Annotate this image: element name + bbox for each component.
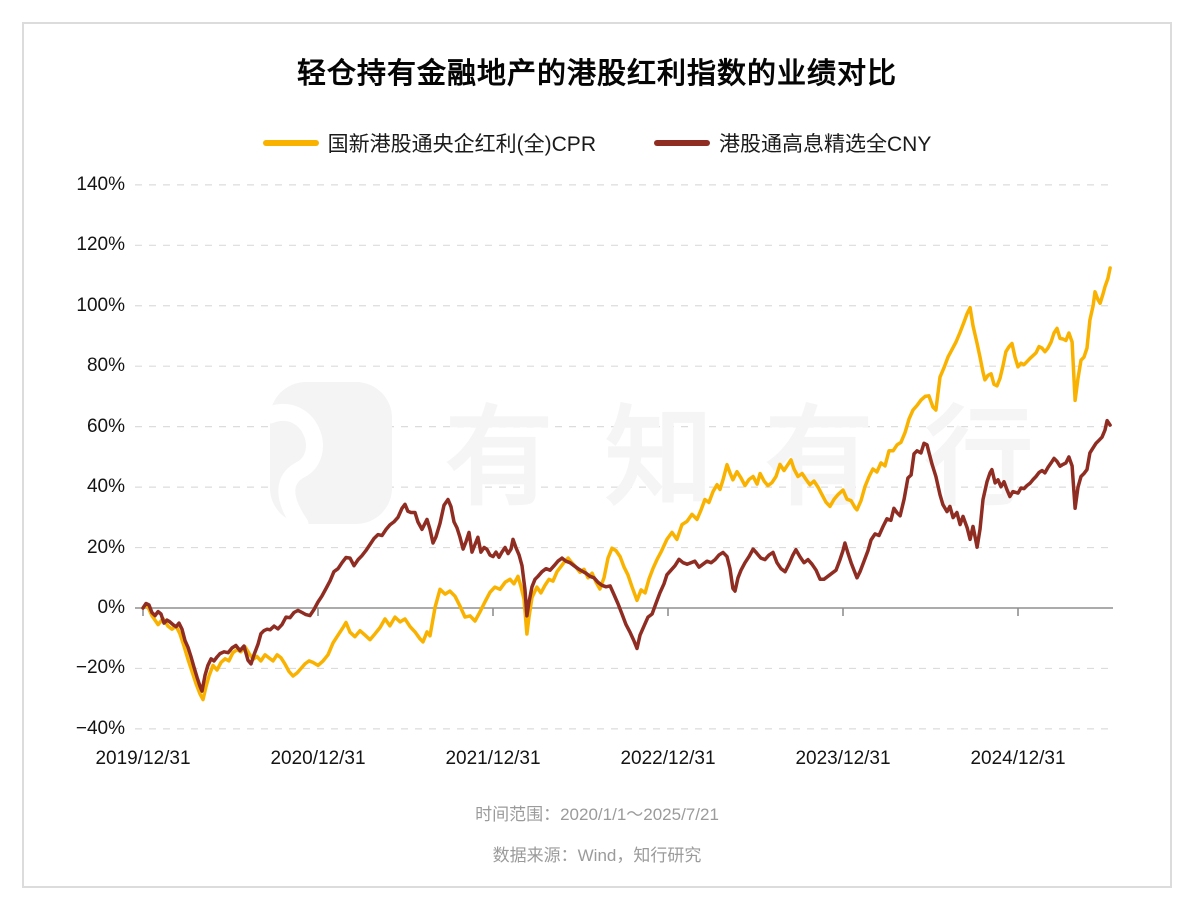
x-axis-label: 2023/12/31 — [795, 748, 891, 769]
legend-label-cpr: 国新港股通央企红利(全)CPR — [327, 133, 596, 156]
legend-swatch-yellow — [262, 140, 319, 146]
footer-data-source: 数据来源：Wind，知行研究 — [492, 846, 702, 865]
x-axis-label: 2024/12/31 — [970, 748, 1066, 769]
y-axis-label: 80% — [86, 355, 125, 377]
series-line-cny — [141, 418, 1112, 693]
y-axis-label: 60% — [86, 415, 125, 437]
y-axis-label: 120% — [76, 234, 125, 256]
x-axis-label: 2020/12/31 — [270, 748, 366, 769]
series-line-cpr — [141, 266, 1112, 702]
chart-card — [22, 22, 1172, 888]
watermark-wave-icon — [261, 404, 323, 533]
x-axis-label: 2022/12/31 — [620, 748, 716, 769]
y-axis-label: −20% — [75, 657, 125, 679]
y-axis-label: 0% — [97, 597, 125, 618]
y-axis-label: 140% — [76, 173, 125, 195]
y-axis-label: 100% — [76, 294, 125, 316]
legend-label-cny: 港股通高息精选全CNY — [718, 133, 932, 156]
legend-item-cpr: 国新港股通央企红利(全)CPR — [262, 128, 596, 158]
watermark: 有知有行 — [261, 382, 1085, 533]
x-axis-label: 2021/12/31 — [445, 748, 541, 769]
x-axis-label: 2019/12/31 — [95, 748, 191, 769]
y-axis-label: 40% — [86, 476, 125, 498]
legend: 国新港股通央企红利(全)CPR 港股通高息精选全CNY — [0, 128, 1194, 158]
y-axis-label: −40% — [75, 717, 125, 739]
watermark-text: 有知有行 — [445, 397, 1085, 518]
y-axis-label: 20% — [86, 536, 125, 558]
legend-item-cny: 港股通高息精选全CNY — [653, 128, 932, 158]
chart-title: 轻仓持有金融地产的港股红利指数的业绩对比 — [296, 58, 897, 90]
footer-time-range: 时间范围：2020/1/1～2025/7/21 — [475, 805, 719, 824]
legend-swatch-darkred — [653, 140, 710, 146]
